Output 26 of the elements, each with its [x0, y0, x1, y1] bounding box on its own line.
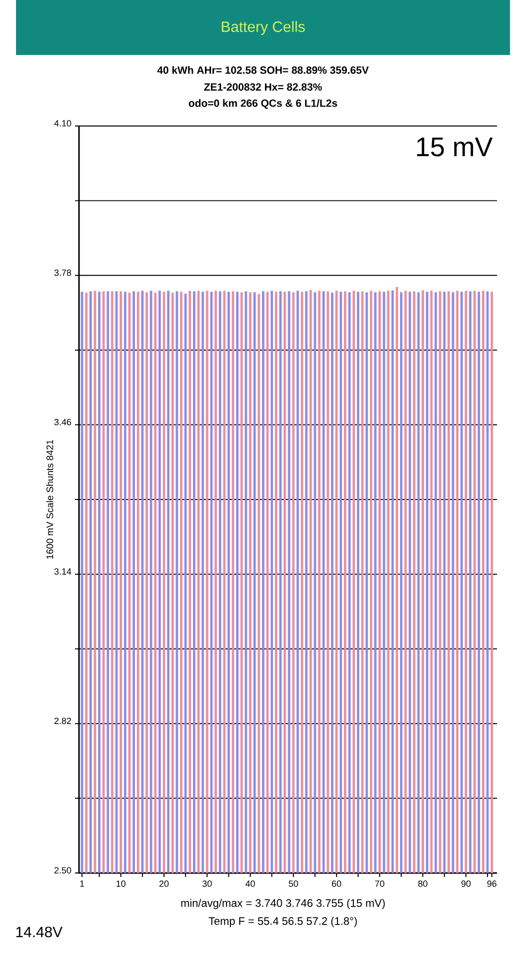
- text: ZE1-200832 Hx= 82.83%: [204, 83, 322, 91]
- x-tick-label: 96: [487, 880, 496, 887]
- text: odo=0 km 266 QCs & 6 L1/L2s: [188, 99, 338, 109]
- y-axis-title: 1600 mV Scale Shunts 8421: [46, 440, 54, 559]
- y-tick-label: 3.78: [54, 270, 72, 276]
- x-tick-label: 80: [418, 880, 428, 887]
- text: min/avg/max = 3.740 3.746 3.755 (15 mV): [181, 898, 385, 910]
- y-tick-label: 2.50: [54, 867, 72, 874]
- x-tick-label: 60: [332, 880, 342, 887]
- y-tick-label: 2.82: [54, 718, 72, 724]
- x-tick-label: 40: [245, 880, 255, 887]
- x-tick-label: 50: [288, 880, 298, 887]
- y-tick-label: 3.46: [54, 418, 72, 426]
- annotation: 15 mV: [417, 138, 493, 156]
- text: 14.48V: [16, 926, 62, 938]
- x-tick-label: 90: [461, 880, 471, 887]
- chart-title: Battery Cells: [222, 21, 305, 35]
- x-tick-label: 10: [116, 880, 126, 887]
- y-tick-label: 4.10: [54, 120, 72, 126]
- x-tick-label: 1: [80, 880, 84, 887]
- text: Temp F = 55.4 56.5 57.2 (1.8°): [208, 916, 357, 928]
- x-tick-label: 20: [159, 880, 169, 887]
- x-tick-label: 70: [375, 880, 384, 887]
- text: 40 kWh AHr= 102.58 SOH= 88.89% 359.65V: [157, 66, 369, 74]
- x-tick-label: 30: [202, 880, 212, 887]
- y-tick-label: 3.14: [54, 568, 72, 575]
